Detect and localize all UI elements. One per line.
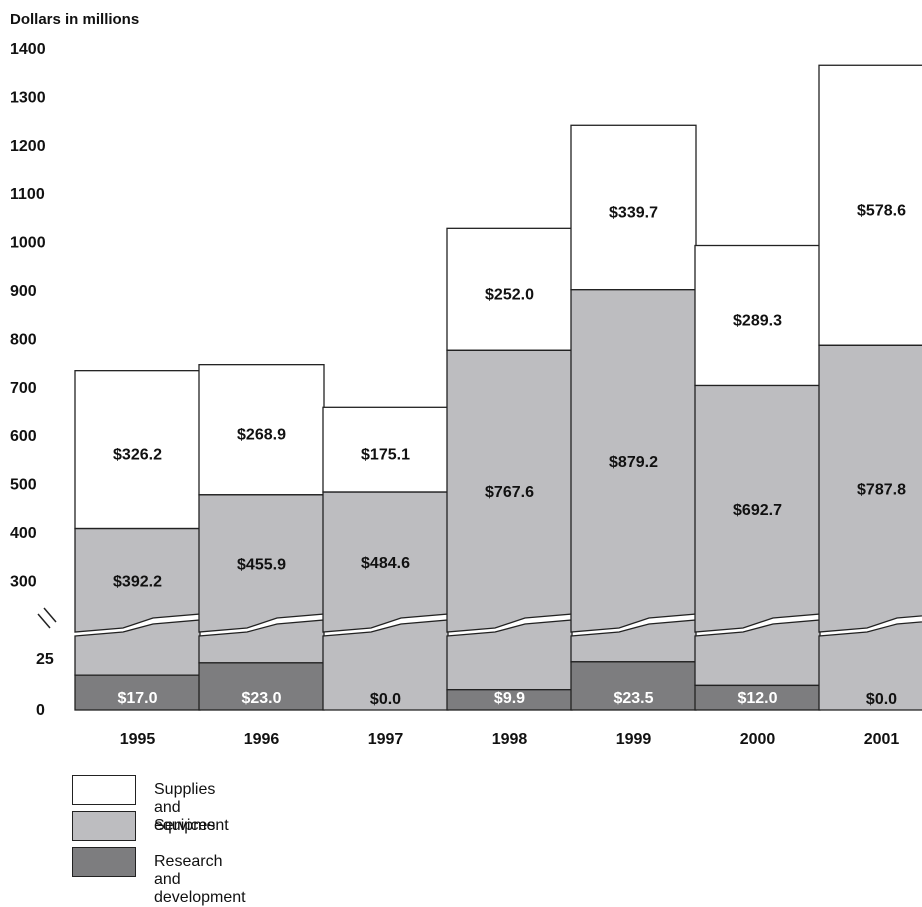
x-tick-label: 1999 bbox=[616, 731, 652, 748]
bar-segment-supplies bbox=[322, 406, 449, 493]
y-tick-label: 1000 bbox=[10, 235, 46, 252]
x-tick-label: 2000 bbox=[740, 731, 776, 748]
legend-swatch-supplies bbox=[72, 775, 136, 805]
bar-segment-rd bbox=[198, 662, 325, 711]
y-tick-label: 1400 bbox=[10, 41, 46, 58]
legend-swatch-rd bbox=[72, 847, 136, 877]
data-label-services: $879.2 bbox=[609, 454, 658, 471]
stacked-bar-chart: Dollars in millions 300 400 500 600 700 800 900… bbox=[10, 11, 922, 748]
data-label-services: $787.8 bbox=[857, 482, 906, 499]
data-label-supplies: $175.1 bbox=[361, 447, 410, 464]
bar-segment-rd bbox=[74, 674, 201, 711]
data-label-supplies: $268.9 bbox=[237, 427, 286, 444]
y-tick-label: 900 bbox=[10, 283, 37, 300]
legend-label-rd: Research and development bbox=[154, 853, 246, 906]
bar-segment-services bbox=[818, 344, 922, 633]
legend-label-services: Services bbox=[154, 817, 216, 834]
data-label-supplies: $339.7 bbox=[609, 204, 658, 221]
bar-segment-rd bbox=[570, 661, 697, 711]
data-label-rd: $23.0 bbox=[241, 690, 281, 707]
y-tick-label: 1300 bbox=[10, 89, 46, 106]
y-tick-label: 800 bbox=[10, 331, 37, 348]
x-tick-label: 1995 bbox=[120, 731, 156, 748]
y-axis-title: Dollars in millions bbox=[10, 11, 139, 28]
data-label-services: $767.6 bbox=[485, 484, 534, 501]
legend-swatch-services bbox=[72, 811, 136, 841]
y-tick-label: 0 bbox=[36, 702, 45, 719]
bar-segment-services-lower bbox=[818, 621, 922, 711]
bar-segment-supplies bbox=[74, 370, 201, 530]
y-tick-label: 1100 bbox=[10, 186, 45, 203]
y-tick-label: 300 bbox=[10, 573, 37, 590]
data-label-rd: $12.0 bbox=[737, 690, 777, 707]
x-tick-label: 1996 bbox=[244, 731, 280, 748]
bar-segment-supplies bbox=[694, 244, 821, 387]
bar-segment-supplies bbox=[818, 64, 922, 346]
bar-segment-supplies bbox=[570, 124, 697, 291]
data-label-services: $455.9 bbox=[237, 556, 286, 573]
data-label-supplies: $578.6 bbox=[857, 202, 906, 219]
axis-break-mark bbox=[37, 613, 51, 629]
y-tick-label: 700 bbox=[10, 380, 37, 397]
bar-segment-supplies bbox=[446, 227, 573, 351]
y-tick-label: 500 bbox=[10, 477, 37, 494]
data-label-supplies: $289.3 bbox=[733, 313, 782, 330]
data-label-rd: $9.9 bbox=[494, 690, 525, 707]
x-tick-label: 1997 bbox=[368, 731, 404, 748]
data-label-supplies: $252.0 bbox=[485, 286, 534, 303]
data-label-services: $484.6 bbox=[361, 555, 410, 572]
y-tick-label: 400 bbox=[10, 525, 37, 542]
data-label-supplies: $326.2 bbox=[113, 447, 162, 464]
data-label-rd: $0.0 bbox=[370, 691, 401, 708]
y-tick-label: 1200 bbox=[10, 138, 46, 155]
data-label-rd: $0.0 bbox=[866, 691, 897, 708]
data-label-rd: $23.5 bbox=[613, 690, 653, 707]
x-tick-label: 1998 bbox=[492, 731, 528, 748]
y-tick-label: 600 bbox=[10, 428, 37, 445]
y-tick-label: 25 bbox=[36, 651, 54, 668]
data-label-services: $392.2 bbox=[113, 573, 162, 590]
x-tick-label: 2001 bbox=[864, 731, 900, 748]
legend-label-supplies: Supplies and equipment bbox=[154, 781, 229, 834]
data-label-rd: $17.0 bbox=[117, 690, 157, 707]
axis-break-mark bbox=[43, 607, 57, 623]
data-label-services: $692.7 bbox=[733, 502, 782, 519]
